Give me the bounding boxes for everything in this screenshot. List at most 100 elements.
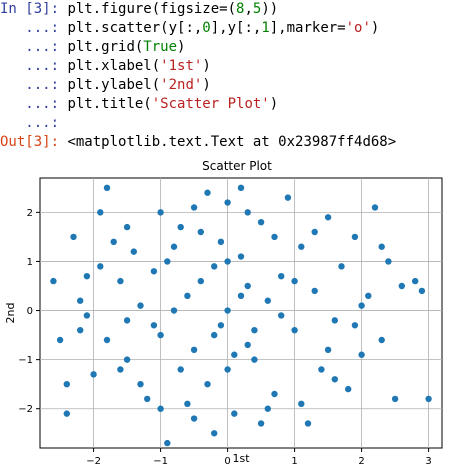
code-token: 1 bbox=[261, 20, 270, 36]
scatter-point bbox=[130, 248, 137, 255]
x-tick-label: 1 bbox=[291, 456, 297, 466]
scatter-point bbox=[311, 287, 318, 295]
scatter-point bbox=[157, 331, 164, 339]
code-token: ) bbox=[370, 20, 380, 36]
scatter-point bbox=[244, 209, 251, 216]
grid bbox=[40, 178, 442, 448]
scatter-point bbox=[237, 292, 245, 300]
code-token: ) bbox=[269, 96, 279, 112]
code-token: , bbox=[244, 1, 253, 17]
scatter-point bbox=[63, 380, 70, 388]
scatter-point bbox=[365, 292, 372, 300]
code-token: ],y[:, bbox=[210, 20, 262, 36]
y-tick-label: −2 bbox=[18, 404, 33, 415]
scatter-point bbox=[83, 312, 91, 319]
scatter-point bbox=[197, 228, 204, 236]
continuation-prompt: ...: bbox=[0, 115, 68, 131]
scatter-point bbox=[264, 297, 271, 304]
scatter-point bbox=[412, 277, 419, 285]
code-line: ...: plt.title('Scatter Plot') bbox=[0, 95, 474, 114]
scatter-point bbox=[391, 395, 399, 403]
scatter-point bbox=[324, 214, 332, 221]
continuation-prompt: ...: bbox=[0, 96, 68, 112]
scatter-point bbox=[50, 277, 57, 285]
scatter-point bbox=[97, 209, 104, 216]
scatter-point bbox=[291, 277, 298, 285]
scatter-point bbox=[137, 380, 144, 388]
scatter-point bbox=[304, 420, 312, 427]
scatter-point bbox=[251, 326, 258, 334]
scatter-point bbox=[217, 238, 225, 246]
scatter-point bbox=[378, 243, 385, 250]
scatter-point bbox=[271, 390, 278, 398]
code-line: In [3]: plt.figure(figsize=(8,5)) bbox=[0, 0, 474, 19]
scatter-point bbox=[123, 223, 131, 231]
output-line: Out[3]: <matplotlib.text.Text at 0x23987… bbox=[0, 133, 474, 152]
x-tick-label: −2 bbox=[86, 456, 101, 466]
continuation-prompt: ...: bbox=[0, 58, 68, 74]
x-axis-ticks: −2 −1 0 1 2 3 bbox=[86, 448, 432, 466]
scatter-point bbox=[184, 400, 191, 408]
continuation-prompt: ...: bbox=[0, 77, 68, 93]
scatter-point bbox=[204, 380, 211, 388]
scatter-point bbox=[103, 336, 111, 344]
y-tick-label: −1 bbox=[18, 355, 33, 366]
code-token: '2nd' bbox=[160, 77, 203, 93]
scatter-point bbox=[190, 346, 198, 354]
code-line: ...: plt.xlabel('1st') bbox=[0, 57, 474, 76]
scatter-point bbox=[90, 371, 97, 378]
scatter-point bbox=[351, 233, 359, 241]
scatter-point bbox=[298, 400, 305, 408]
code-line: ...: bbox=[0, 114, 474, 133]
scatter-point bbox=[371, 204, 379, 211]
scatter-point bbox=[150, 268, 158, 275]
scatter-point bbox=[211, 331, 218, 339]
scatter-point bbox=[211, 430, 218, 437]
code-token: plt.title( bbox=[67, 96, 152, 112]
code-token: 5 bbox=[252, 1, 262, 17]
scatter-point bbox=[224, 366, 231, 373]
code-token: ],marker= bbox=[269, 20, 346, 36]
code-token: True bbox=[143, 39, 178, 55]
scatter-point bbox=[351, 322, 359, 329]
scatter-point bbox=[251, 356, 258, 363]
scatter-point bbox=[197, 277, 204, 285]
code-line: ...: plt.scatter(y[:,0],y[:,1],marker='o… bbox=[0, 19, 474, 38]
scatter-point bbox=[123, 356, 131, 363]
scatter-point bbox=[298, 243, 305, 250]
code-token: )) bbox=[261, 1, 279, 17]
scatter-point bbox=[237, 184, 245, 192]
scatter-point bbox=[190, 415, 198, 422]
scatter-point bbox=[157, 209, 164, 216]
scatter-point bbox=[63, 410, 70, 417]
scatter-point bbox=[264, 405, 271, 412]
code-token: plt.xlabel( bbox=[67, 58, 161, 74]
x-tick-label: 2 bbox=[358, 456, 364, 466]
scatter-point bbox=[244, 341, 251, 349]
scatter-point bbox=[278, 312, 285, 319]
code-token: ) bbox=[202, 58, 211, 74]
code-token: 'Scatter Plot' bbox=[151, 96, 270, 112]
scatter-point bbox=[204, 189, 211, 196]
y-axis-label: 2nd bbox=[4, 303, 17, 324]
scatter-point bbox=[398, 282, 405, 290]
scatter-point bbox=[231, 351, 238, 358]
scatter-point bbox=[231, 410, 238, 417]
y-tick-label: 1 bbox=[27, 257, 33, 268]
scatter-point bbox=[177, 223, 184, 231]
scatter-point bbox=[117, 277, 124, 285]
scatter-point bbox=[278, 272, 285, 280]
scatter-point bbox=[331, 376, 338, 383]
scatter-point bbox=[244, 282, 251, 290]
continuation-prompt: ...: bbox=[0, 39, 68, 55]
scatter-point bbox=[177, 366, 184, 373]
scatter-point bbox=[110, 238, 117, 246]
plot-area bbox=[39, 177, 443, 449]
scatter-point bbox=[224, 258, 231, 265]
scatter-point bbox=[184, 292, 191, 300]
scatter-point bbox=[137, 302, 144, 309]
scatter-point bbox=[170, 243, 178, 250]
scatter-point bbox=[418, 287, 426, 295]
scatter-point bbox=[358, 351, 365, 358]
code-token: plt.grid( bbox=[67, 39, 144, 55]
